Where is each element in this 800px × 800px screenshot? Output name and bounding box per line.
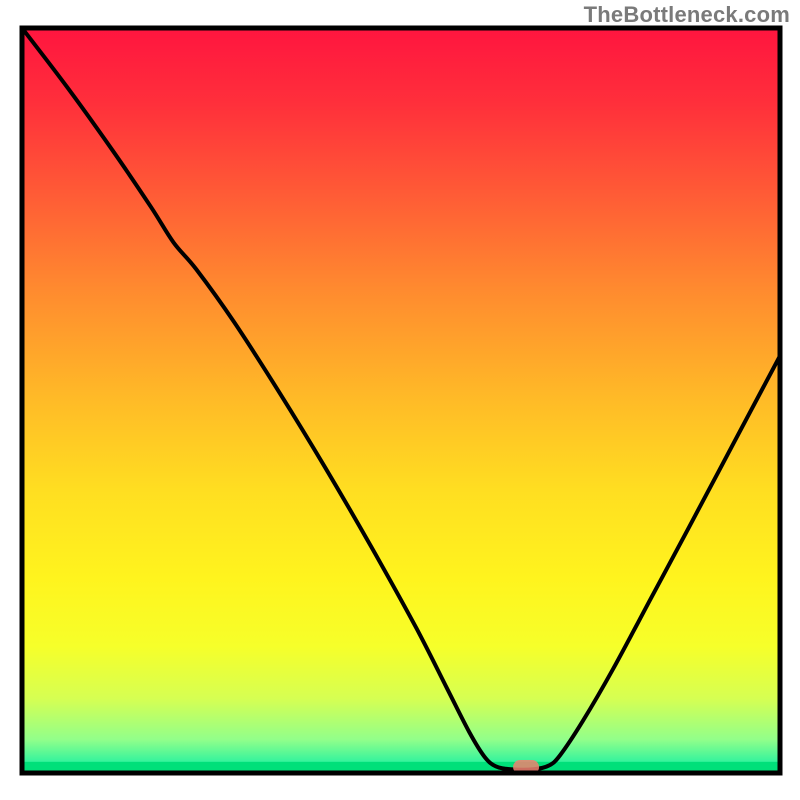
chart-container: { "attribution": { "text": "TheBottlenec… [0, 0, 800, 800]
bottleneck-chart [0, 0, 800, 800]
attribution-label: TheBottleneck.com [584, 2, 790, 28]
gradient-background [22, 28, 780, 773]
